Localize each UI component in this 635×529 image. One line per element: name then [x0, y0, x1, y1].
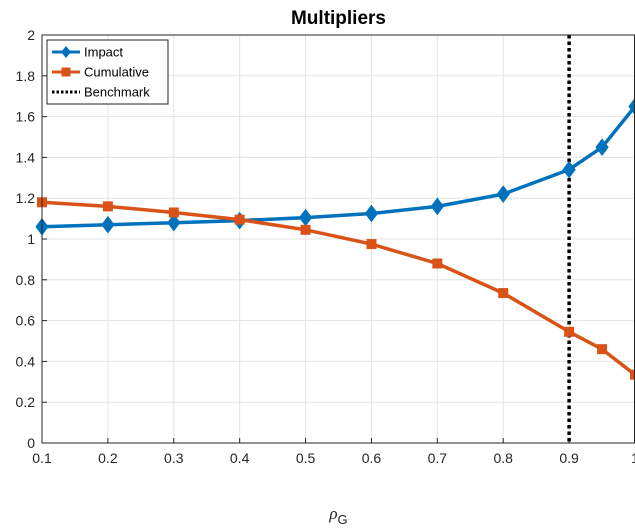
legend-cumulative-marker — [61, 67, 71, 77]
cumulative-point — [366, 239, 377, 250]
x-axis-label: ρG — [328, 504, 347, 527]
y-tick-label: 1.2 — [16, 190, 36, 206]
y-tick-label: 0.6 — [16, 313, 36, 329]
cumulative-point — [234, 214, 245, 225]
legend-impact-label: Impact — [84, 45, 123, 60]
cumulative-point — [498, 288, 509, 299]
impact-point — [496, 185, 510, 203]
cumulative-point — [630, 369, 635, 380]
y-tick-label: 0.8 — [16, 272, 36, 288]
x-tick-label: 0.5 — [296, 450, 316, 466]
impact-point — [628, 97, 635, 116]
cumulative-point — [168, 207, 179, 218]
impact-point — [430, 197, 444, 216]
y-tick-label: 1.4 — [16, 149, 36, 165]
impact-point — [595, 138, 609, 157]
impact-point — [562, 160, 576, 179]
cumulative-point — [102, 201, 113, 212]
x-tick-label: 0.1 — [32, 450, 52, 466]
y-tick-label: 1 — [27, 231, 35, 247]
x-tick-label: 1 — [631, 450, 635, 466]
legend: Impact Cumulative Benchmark — [46, 39, 169, 105]
x-axis-label-subscript: G — [338, 512, 348, 527]
cumulative-point — [597, 344, 608, 355]
legend-impact-marker — [61, 46, 71, 58]
axes: 0.1 0.2 0.3 0.4 0.5 0.6 0.7 0.8 0.9 1 0 0.2 0.4 0.6 0.… — [16, 27, 635, 466]
y-tick-label: 0.4 — [16, 353, 36, 369]
legend-cumulative-label: Cumulative — [84, 65, 149, 80]
cumulative-point — [564, 326, 575, 337]
x-tick-label: 0.7 — [428, 450, 448, 466]
series — [35, 97, 635, 380]
impact-point — [167, 213, 181, 232]
y-tick-label: 2 — [27, 27, 35, 43]
y-tick-label: 1.6 — [16, 109, 36, 125]
y-tick-label: 0.2 — [16, 394, 36, 410]
x-tick-label: 0.4 — [230, 450, 250, 466]
x-tick-label: 0.3 — [164, 450, 184, 466]
y-tick-label: 1.8 — [16, 68, 36, 84]
y-tick-label: 0 — [27, 435, 35, 451]
impact-point — [101, 215, 115, 234]
cumulative-point — [432, 258, 443, 269]
x-tick-label: 0.9 — [559, 450, 579, 466]
x-tick-label: 0.6 — [362, 450, 382, 466]
cumulative-point — [300, 224, 311, 235]
legend-benchmark-label: Benchmark — [84, 85, 150, 100]
x-tick-label: 0.2 — [98, 450, 118, 466]
chart-title: Multipliers — [291, 8, 386, 29]
x-axis-label-symbol: ρ — [328, 504, 337, 523]
x-tick-label: 0.8 — [493, 450, 513, 466]
impact-point — [364, 204, 379, 223]
